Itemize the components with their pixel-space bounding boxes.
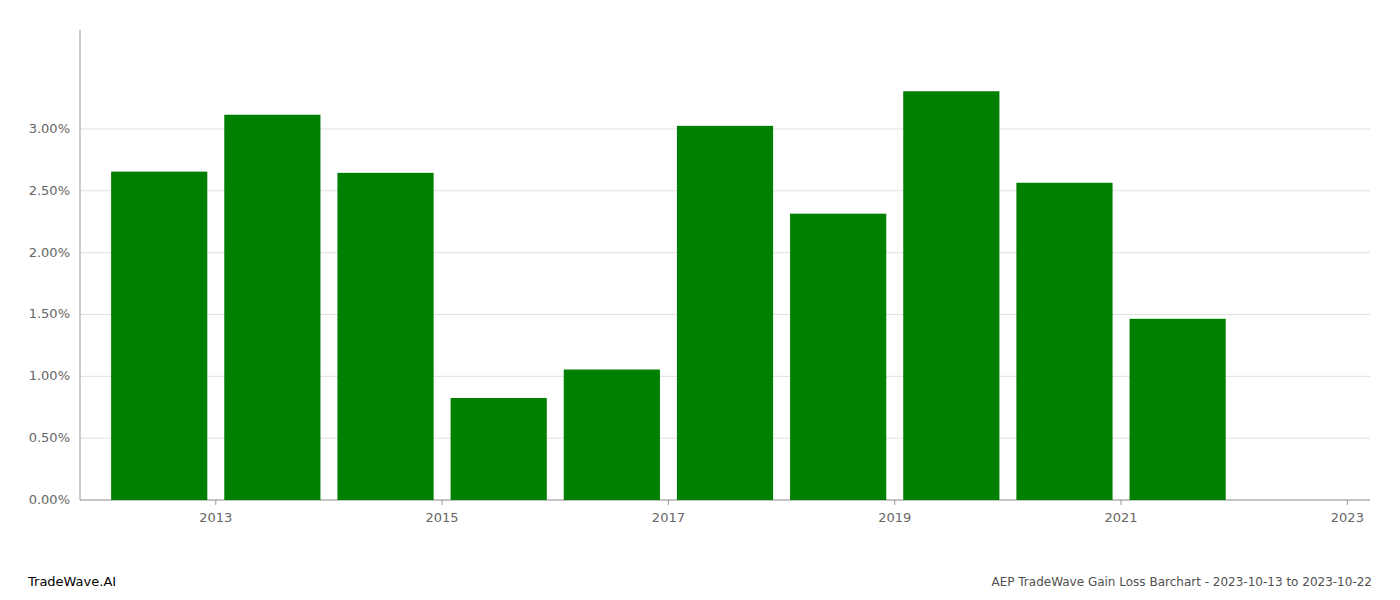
bar xyxy=(564,370,660,500)
title: AEP TradeWave Gain Loss Barchart - 2023-… xyxy=(991,575,1372,589)
y-tick-label: 3.00% xyxy=(29,121,70,136)
axes: 0.00% 0.50% 1.00% 1.50% 2.00% 2.50% 3.00% 2013 2… xyxy=(29,30,1370,525)
x-tick-label: 2017 xyxy=(652,510,685,525)
x-tick-label: 2013 xyxy=(199,510,232,525)
x-tick-label: 2019 xyxy=(878,510,911,525)
x-tick xyxy=(668,500,669,505)
y-axis-line xyxy=(80,30,81,500)
x-tick xyxy=(894,500,895,505)
y-tick-label: 1.00% xyxy=(29,368,70,383)
bars xyxy=(111,91,1226,500)
bar xyxy=(1016,183,1112,500)
y-tick-label: 1.50% xyxy=(29,306,70,321)
watermark: TradeWave.AI xyxy=(27,574,116,589)
bar xyxy=(790,214,886,500)
bar xyxy=(1130,319,1226,500)
bar xyxy=(337,173,433,500)
bar xyxy=(111,172,207,500)
bar xyxy=(677,126,773,500)
bar xyxy=(224,115,320,500)
bar xyxy=(903,91,999,500)
x-tick-label: 2021 xyxy=(1105,510,1138,525)
x-tick-label: 2023 xyxy=(1331,510,1364,525)
y-tick-label: 2.50% xyxy=(29,183,70,198)
bar xyxy=(451,398,547,500)
y-tick-label: 0.50% xyxy=(29,430,70,445)
x-tick-label: 2015 xyxy=(426,510,459,525)
x-tick xyxy=(215,500,216,505)
chart: 0.00% 0.50% 1.00% 1.50% 2.00% 2.50% 3.00% 2013 2… xyxy=(0,0,1400,600)
y-tick-label: 2.00% xyxy=(29,245,70,260)
x-tick xyxy=(442,500,443,505)
x-tick xyxy=(1121,500,1122,505)
x-tick xyxy=(1347,500,1348,505)
y-tick-label: 0.00% xyxy=(29,492,70,507)
